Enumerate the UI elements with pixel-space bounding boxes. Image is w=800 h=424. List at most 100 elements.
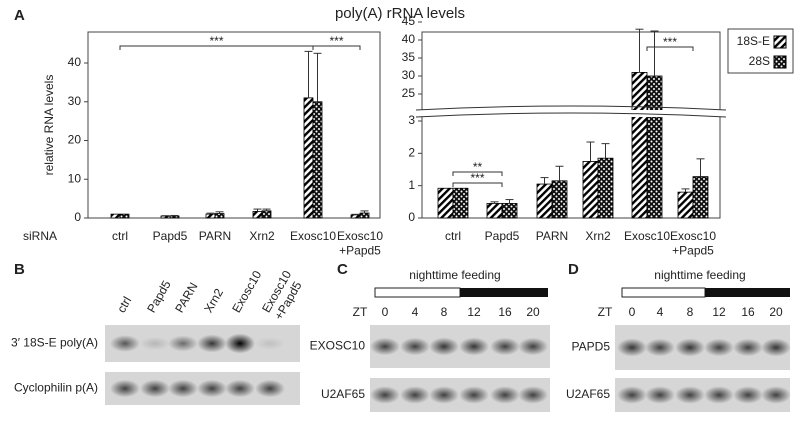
- lane-label: ctrl: [114, 294, 134, 315]
- error-bar: [505, 199, 514, 204]
- x-tick-label: Papd5: [485, 229, 520, 243]
- blot-band: [518, 386, 548, 404]
- axis-break-line: [415, 112, 727, 118]
- blot-band: [197, 334, 227, 353]
- lane-label: Xrn2: [201, 286, 226, 315]
- blot-band: [617, 386, 647, 404]
- blot-band: [459, 386, 489, 404]
- blot-band: [197, 379, 227, 398]
- error-bar: [262, 208, 271, 211]
- zt-label: ZT: [353, 305, 368, 319]
- y-tick-label: 0: [408, 210, 415, 224]
- blot-band: [168, 335, 198, 352]
- blot-band: [140, 379, 170, 398]
- bar: [252, 211, 263, 219]
- bar: [312, 101, 323, 219]
- y-tick-label: 3: [408, 113, 415, 127]
- significance-label: ***: [470, 171, 484, 185]
- row-label: U2AF65: [566, 387, 610, 401]
- light-period: [621, 287, 706, 298]
- blot-band: [140, 336, 170, 351]
- lane-label: Exosc10+Papd5: [259, 268, 307, 322]
- blot-band: [617, 338, 647, 357]
- significance-bracket: [646, 46, 694, 51]
- x-tick-label: Exosc10: [624, 229, 670, 243]
- significance-label: ***: [329, 34, 343, 48]
- bar: [631, 72, 648, 219]
- x-axis-label: siRNA: [23, 229, 57, 243]
- x-tick-label: Exosc10 +Papd5: [337, 229, 383, 257]
- bar: [205, 213, 216, 219]
- blot-band: [733, 338, 763, 357]
- error-bar: [313, 52, 322, 102]
- error-bar: [555, 165, 564, 181]
- row-label: Cyclophilin p(A): [14, 381, 98, 395]
- blot-band: [255, 337, 285, 350]
- x-tick-label: ctrl: [445, 229, 461, 243]
- y-tick-label: 20: [68, 133, 82, 147]
- lane-label: 12: [467, 305, 481, 319]
- lane-label: 0: [382, 305, 389, 319]
- x-tick-label: Exosc10 +Papd5: [670, 229, 716, 257]
- plot-frame: [87, 31, 381, 219]
- bar: [486, 203, 503, 219]
- blot-band: [761, 386, 791, 404]
- y-tick-label: 35: [402, 50, 416, 64]
- blot-band: [645, 386, 675, 404]
- bar: [501, 203, 518, 219]
- blot-band: [225, 379, 255, 398]
- blot-band: [518, 337, 548, 356]
- x-tick-label: PARN: [199, 229, 231, 243]
- blot-band: [675, 386, 705, 404]
- bar: [692, 176, 709, 219]
- row-label: PAPD5: [572, 340, 611, 354]
- y-tick-label: 0: [74, 210, 81, 224]
- lane-label: 8: [441, 305, 448, 319]
- error-bar: [635, 28, 644, 73]
- error-bar: [696, 158, 705, 177]
- blot-band: [675, 338, 705, 357]
- blot-band: [400, 337, 430, 356]
- significance-label: ***: [663, 35, 677, 49]
- error-bar: [206, 212, 215, 215]
- y-tick-label: 1: [408, 178, 415, 192]
- y-axis-label: relative RNA levels: [42, 75, 56, 176]
- error-bar: [253, 208, 262, 212]
- error-bar: [681, 188, 690, 193]
- error-bar: [351, 213, 360, 215]
- error-bar: [490, 201, 499, 204]
- y-tick-label: 40: [68, 55, 82, 69]
- light-period: [374, 287, 461, 298]
- blot-band: [429, 337, 459, 356]
- blot-band: [490, 386, 520, 404]
- bar: [160, 215, 171, 219]
- legend-label: 28S: [749, 54, 770, 68]
- x-tick-label: ctrl: [112, 229, 128, 243]
- blot-band: [490, 337, 520, 356]
- bar: [214, 213, 225, 219]
- legend-swatch: [773, 35, 787, 49]
- x-tick-label: Papd5: [153, 229, 188, 243]
- lane-label: 8: [687, 305, 694, 319]
- row-label: 3′ 18S-E poly(A): [11, 336, 98, 350]
- row-label: EXOSC10: [310, 339, 366, 353]
- dark-period: [460, 288, 548, 297]
- bar: [169, 215, 180, 219]
- legend-label: 18S-E: [737, 34, 770, 48]
- blot-band: [225, 333, 255, 354]
- bar: [597, 157, 614, 219]
- panel-label: C: [337, 261, 348, 278]
- blot-band: [645, 338, 675, 357]
- blot-band: [459, 337, 489, 356]
- bar: [551, 180, 568, 219]
- panel-label: D: [568, 261, 579, 278]
- error-bar: [601, 143, 610, 159]
- legend-swatch: [773, 55, 787, 69]
- x-tick-label: Xrn2: [249, 229, 275, 243]
- bar: [452, 187, 469, 219]
- header-label: nighttime feeding: [654, 268, 745, 282]
- bar: [646, 75, 663, 219]
- panel-label: B: [14, 261, 25, 278]
- significance-bracket: [452, 182, 503, 187]
- panel-label: A: [14, 7, 25, 24]
